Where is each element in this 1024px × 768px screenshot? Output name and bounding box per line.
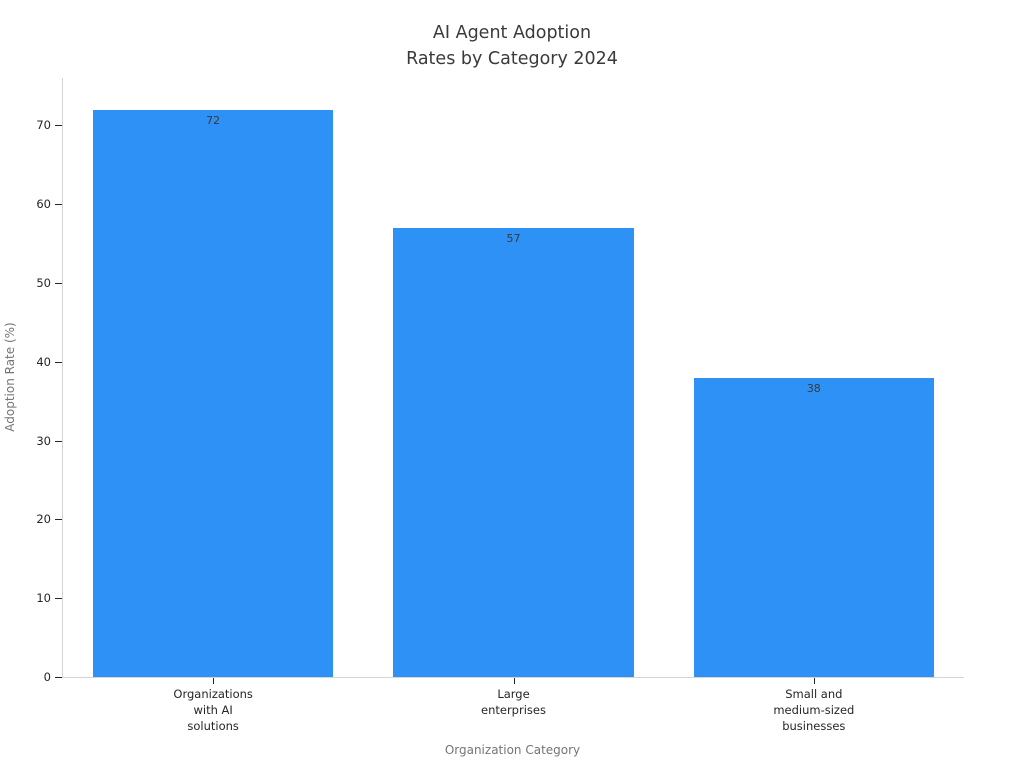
y-axis-tick-mark <box>55 361 62 363</box>
y-axis-tick-label: 40 <box>36 354 51 369</box>
bar-0: 72 <box>93 109 334 677</box>
y-axis-tick-mark <box>55 598 62 600</box>
y-axis-tick-mark <box>55 440 62 442</box>
y-axis-tick-mark <box>55 204 62 206</box>
y-axis-tick-mark <box>55 125 62 127</box>
x-axis-title: Organization Category <box>444 743 581 757</box>
y-axis-tick-mark <box>55 282 62 284</box>
bar-1: 57 <box>393 227 634 677</box>
x-axis-tick-mark <box>813 678 815 684</box>
y-axis-tick-label: 20 <box>36 512 51 527</box>
x-axis-tick-mark <box>513 678 515 684</box>
x-axis-category-label: Small and medium-sized businesses <box>773 687 855 733</box>
y-axis-title: Adoption Rate (%) <box>3 322 17 432</box>
y-axis-tick-label: 60 <box>36 197 51 212</box>
y-axis-tick-label: 0 <box>43 670 51 684</box>
y-axis-tick-label: 70 <box>36 118 51 133</box>
y-axis-tick-mark <box>55 519 62 521</box>
y-axis-tick-label: 50 <box>36 275 51 290</box>
chart-title: AI Agent Adoption Rates by Category 2024 <box>406 23 618 69</box>
plot-area: 0 10 20 30 40 50 60 70 72 Organizations with AI s… <box>36 78 964 733</box>
x-axis-category-label: Large enterprises <box>481 687 546 717</box>
bar-value-label: 57 <box>506 231 521 245</box>
bar-2: 38 <box>693 377 934 677</box>
y-axis-tick-label: 10 <box>36 591 51 606</box>
bar-value-label: 72 <box>206 113 221 127</box>
y-axis-tick-mark <box>55 677 62 678</box>
x-axis-tick-mark <box>213 678 215 684</box>
bar-value-label: 38 <box>806 381 821 395</box>
y-axis-tick-label: 30 <box>36 433 51 448</box>
x-axis-category-label: Organizations with AI solutions <box>173 687 253 733</box>
